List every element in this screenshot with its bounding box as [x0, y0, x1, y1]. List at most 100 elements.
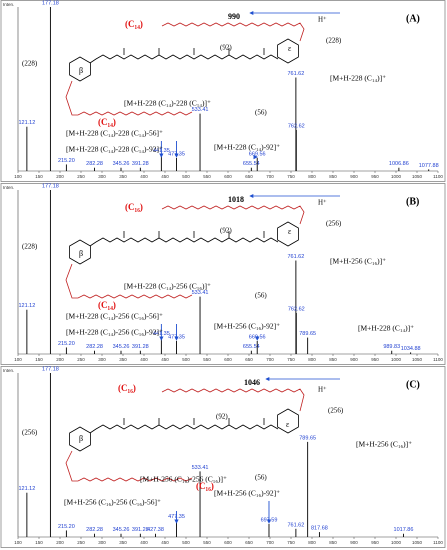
- peak-label: 789.65: [299, 435, 316, 441]
- x-tick-label: 850: [329, 357, 337, 362]
- x-tick-label: 1050: [412, 174, 423, 179]
- peak-label: 391.28: [132, 161, 149, 167]
- acyl-chain: [65, 263, 193, 299]
- annotation: (92): [220, 227, 232, 235]
- x-tick-label: 850: [329, 174, 337, 179]
- peak-label: 345.26: [113, 344, 130, 350]
- annotation: (228): [326, 37, 342, 45]
- x-tick-label: 600: [224, 357, 232, 362]
- peak-label: 761.62: [287, 254, 304, 260]
- x-tick-label: 100: [14, 357, 22, 362]
- y-axis-label: Inten.: [3, 368, 14, 373]
- acyl-chain: [65, 80, 193, 116]
- x-tick-label: 100: [14, 174, 22, 179]
- annotation: [M+H-228 (C₁₄)-228 (C₁₄)-92]⁺: [66, 145, 163, 154]
- x-tick-label: 800: [308, 357, 316, 362]
- annotation: [M+H-256 (C₁₆)-92]⁺: [214, 489, 280, 498]
- annotation: 1018: [228, 195, 244, 204]
- annotation: 1046: [244, 378, 260, 387]
- x-tick-label: 300: [98, 174, 106, 179]
- peak-label: 282.28: [86, 527, 103, 533]
- annotation: (C₁₆): [118, 383, 136, 393]
- annotation: [M+H-228 (C₁₄)-256 (C₁₆)-56]⁺: [66, 312, 163, 321]
- x-tick-label: 300: [98, 540, 106, 545]
- x-tick-label: 300: [98, 357, 106, 362]
- annotation: β: [79, 434, 83, 443]
- peak-label: 1006.86: [389, 161, 409, 167]
- x-tick-label: 650: [245, 540, 253, 545]
- peak-label: 215.20: [58, 524, 75, 530]
- annotation: (56): [255, 292, 267, 300]
- annotation: (56): [255, 474, 267, 482]
- annotation: [M+H-228 (C₁₄)-228 (C₁₄)]⁺: [124, 99, 211, 108]
- x-tick-label: 350: [119, 357, 127, 362]
- annotation: [M+H-228 (C₁₄)-92]⁺: [214, 143, 280, 152]
- annotation: [M+H-228 (C₁₄)-256 (C₁₆)]⁺: [124, 282, 211, 291]
- acyl-chain: [161, 22, 305, 42]
- peak-label: 177.18: [42, 0, 59, 6]
- annotation: H⁺: [318, 16, 327, 24]
- x-tick-label: 750: [287, 174, 295, 179]
- panel-frame: [0, 183, 446, 365]
- x-tick-label: 1000: [391, 357, 402, 362]
- x-tick-label: 900: [350, 174, 358, 179]
- peak-label: 121.12: [18, 486, 35, 492]
- peak-label: 655.54: [243, 344, 260, 350]
- y-axis-label: Inten.: [3, 2, 14, 7]
- y-axis-label: Inten.: [3, 185, 14, 190]
- x-tick-label: 700: [266, 540, 274, 545]
- x-tick-label: 100: [14, 540, 22, 545]
- ring: [277, 408, 299, 434]
- annotation: β: [79, 66, 83, 75]
- annotation: (56): [255, 109, 267, 117]
- annotation: (92): [216, 413, 228, 421]
- acyl-chain: [65, 450, 193, 482]
- peak-label: 282.28: [86, 344, 103, 350]
- peak-label: 121.12: [18, 120, 35, 126]
- x-tick-label: 1050: [412, 540, 423, 545]
- panel: Inten. 100 150 200 250 300 350 400 450 500 550 600 6…: [0, 366, 446, 548]
- annotation: (228): [22, 243, 38, 251]
- ring: [277, 221, 299, 247]
- annotation: (C₁₄): [98, 300, 116, 310]
- peak-label: 345.26: [113, 161, 130, 167]
- x-tick-label: 450: [161, 540, 169, 545]
- x-tick-label: 600: [224, 174, 232, 179]
- x-tick-label: 350: [119, 540, 127, 545]
- peak-label: 1034.88: [401, 346, 421, 352]
- x-tick-label: 350: [119, 174, 127, 179]
- x-tick-label: 550: [203, 357, 211, 362]
- annotation: (256): [22, 429, 38, 437]
- annotation: [M+H-228 (C₁₄)]⁺: [330, 74, 386, 83]
- x-tick-label: 800: [308, 540, 316, 545]
- peak-label: 177.18: [42, 366, 59, 372]
- x-tick-label: 200: [56, 357, 64, 362]
- annotation: ε: [288, 44, 292, 53]
- x-tick-label: 400: [140, 357, 148, 362]
- annotation: [M+H-228 (C₁₄)]⁺: [358, 324, 414, 333]
- x-tick-label: 900: [350, 540, 358, 545]
- acyl-chain: [161, 205, 305, 225]
- peak-label: 989.83: [383, 344, 400, 350]
- annotation: [M+H-228 (C₁₄)-228 (C₁₄)-56]⁺: [66, 129, 163, 138]
- peak-label: 391.28: [132, 344, 149, 350]
- peak-label: 533.41: [192, 465, 209, 471]
- annotation: ε: [286, 420, 290, 429]
- annotation: [M+H-228 (C₁₄)-256 (C₁₆)-92]⁺: [66, 328, 163, 337]
- panel: Inten. 100 150 200 250 300 350 400 450 500 550 600 6…: [0, 183, 446, 365]
- annotation: H⁺: [318, 199, 327, 207]
- annotation: [M+H-256 (C₁₆)-92]⁺: [214, 322, 280, 331]
- annotation: (C): [406, 379, 420, 390]
- x-tick-label: 1100: [433, 540, 443, 545]
- x-tick-label: 850: [329, 540, 337, 545]
- x-tick-label: 700: [266, 174, 274, 179]
- x-tick-label: 500: [182, 357, 190, 362]
- annotation: (B): [406, 196, 419, 207]
- x-tick-label: 1000: [391, 174, 402, 179]
- x-tick-label: 150: [35, 540, 43, 545]
- peak-label: 789.65: [299, 331, 316, 337]
- x-tick-label: 150: [35, 174, 43, 179]
- annotation: (C₁₄): [98, 117, 116, 127]
- annotation: (A): [406, 13, 420, 24]
